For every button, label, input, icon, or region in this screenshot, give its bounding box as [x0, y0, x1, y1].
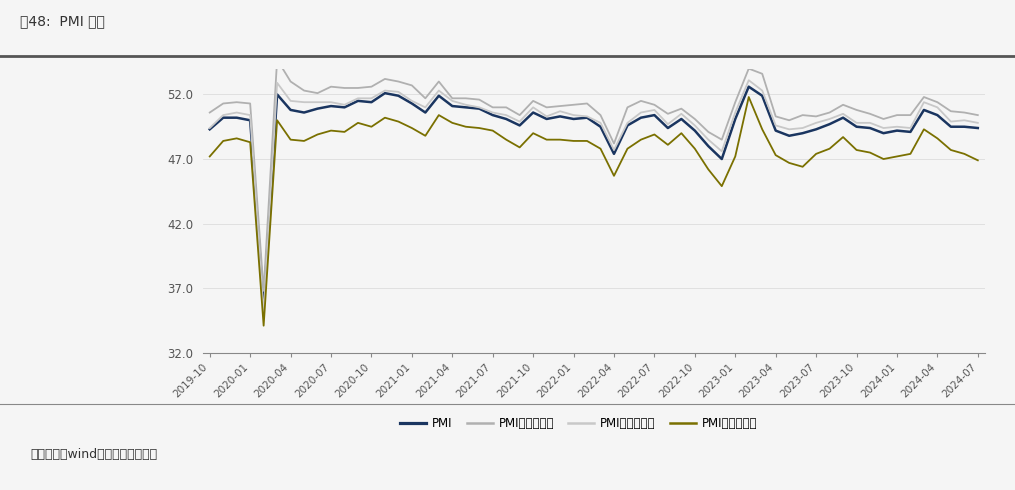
PMI：小型企业: [204, 153, 216, 159]
PMI: [258, 302, 270, 308]
PMI：大型企业: [877, 116, 889, 122]
PMI: [877, 130, 889, 136]
PMI：小型企业: [743, 94, 755, 100]
PMI：中型企业: [945, 119, 957, 124]
PMI：小型企业: [392, 119, 404, 124]
PMI: [204, 126, 216, 132]
Line: PMI：小型企业: PMI：小型企业: [210, 97, 977, 326]
PMI：大型企业: [945, 108, 957, 114]
PMI：小型企业: [877, 156, 889, 162]
Text: 图48:  PMI 走势: 图48: PMI 走势: [20, 15, 106, 29]
PMI：大型企业: [797, 112, 809, 118]
PMI：大型企业: [271, 57, 283, 63]
PMI：大型企业: [258, 288, 270, 294]
PMI：大型企业: [204, 110, 216, 116]
Line: PMI：中型企业: PMI：中型企业: [210, 80, 977, 314]
PMI: [392, 93, 404, 98]
PMI：大型企业: [419, 96, 431, 101]
PMI: [797, 130, 809, 136]
PMI: [971, 125, 984, 131]
PMI：大型企业: [406, 82, 418, 88]
Legend: PMI, PMI：大型企业, PMI：中型企业, PMI：小型企业: PMI, PMI：大型企业, PMI：中型企业, PMI：小型企业: [395, 413, 762, 435]
PMI：小型企业: [258, 323, 270, 329]
PMI：小型企业: [945, 147, 957, 153]
PMI：中型企业: [258, 311, 270, 317]
PMI：小型企业: [729, 153, 741, 159]
PMI：中型企业: [877, 125, 889, 131]
Line: PMI: PMI: [210, 87, 977, 305]
PMI：中型企业: [743, 77, 755, 83]
PMI：中型企业: [392, 89, 404, 95]
PMI：大型企业: [971, 112, 984, 118]
PMI：中型企业: [204, 125, 216, 131]
PMI：中型企业: [729, 110, 741, 116]
PMI：小型企业: [971, 157, 984, 163]
PMI：中型企业: [406, 98, 418, 104]
PMI：小型企业: [406, 125, 418, 131]
PMI: [729, 116, 741, 122]
PMI：小型企业: [797, 164, 809, 170]
PMI: [945, 124, 957, 130]
PMI：大型企业: [743, 66, 755, 72]
PMI: [743, 84, 755, 90]
PMI：中型企业: [971, 120, 984, 126]
PMI：中型企业: [797, 125, 809, 131]
Line: PMI：大型企业: PMI：大型企业: [210, 60, 977, 291]
Text: 数据来源：wind，东吴证券研究所: 数据来源：wind，东吴证券研究所: [30, 447, 157, 461]
PMI: [406, 100, 418, 106]
